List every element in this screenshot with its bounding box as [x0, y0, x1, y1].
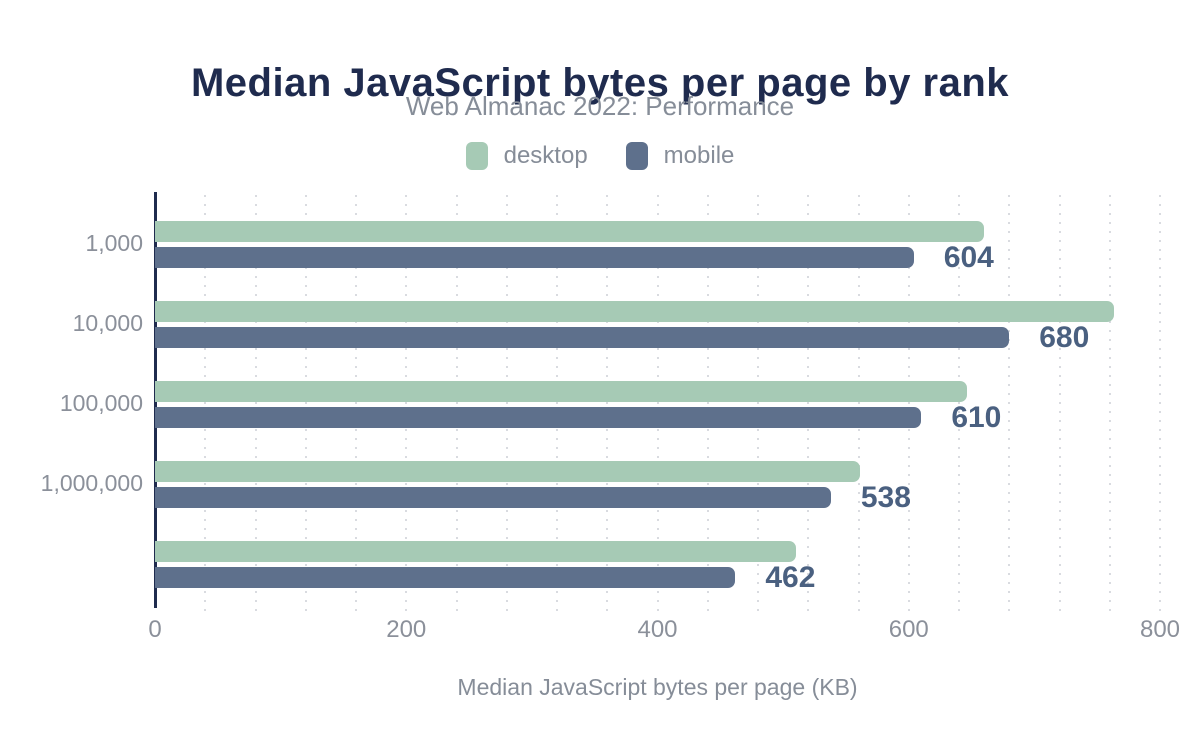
- bar-group: 538: [155, 459, 1160, 514]
- plot-area: 604 680 610 538 462 0 200 400 600 800: [148, 192, 1180, 643]
- gridline: [1108, 195, 1111, 612]
- bar-group: 462: [155, 539, 1160, 594]
- category-label: 100,000: [59, 390, 143, 416]
- gridline: [1159, 195, 1161, 612]
- value-label: 462: [765, 561, 816, 594]
- gridline: [304, 195, 307, 612]
- mobile-legend-swatch: [625, 142, 648, 170]
- legend-label-mobile: mobile: [663, 142, 735, 169]
- bar-group: 680: [155, 299, 1160, 354]
- legend-item-desktop: desktop: [465, 142, 588, 170]
- desktop-bar: [155, 221, 985, 242]
- mobile-bar: [155, 487, 831, 508]
- gridline: [405, 195, 408, 612]
- gridline: [907, 195, 910, 612]
- gridline: [757, 195, 759, 612]
- gridline: [958, 195, 960, 612]
- legend-item-mobile: mobile: [625, 142, 735, 170]
- chart-title: Median JavaScript bytes per page by rank: [190, 60, 1010, 105]
- gridline: [254, 195, 257, 612]
- desktop-bar: [155, 461, 860, 482]
- gridline: [455, 195, 458, 612]
- gridline: [606, 195, 609, 612]
- category-label: 10,000: [72, 310, 143, 336]
- mobile-bar: [155, 407, 922, 428]
- mobile-bar: [155, 567, 736, 588]
- value-label: 604: [943, 241, 994, 274]
- gridline: [556, 195, 558, 612]
- category-label: 1,000: [85, 230, 143, 256]
- legend-label-desktop: desktop: [503, 142, 588, 169]
- gridline: [204, 195, 207, 612]
- mobile-bar: [155, 247, 914, 268]
- desktop-bar: [155, 541, 796, 562]
- value-label: 680: [1039, 321, 1090, 354]
- x-tick-label: 400: [637, 616, 678, 643]
- x-axis-title: Median JavaScript bytes per page (KB): [457, 674, 858, 700]
- bar-group: 604: [155, 219, 1160, 274]
- x-tick-label: 600: [888, 616, 929, 643]
- gridline: [355, 195, 357, 612]
- category-label: 1,000,000: [40, 470, 143, 496]
- value-label: 610: [951, 401, 1002, 434]
- gridline: [857, 195, 860, 612]
- x-tick-label: 0: [148, 616, 162, 643]
- gridline: [656, 195, 659, 612]
- gridline: [1058, 195, 1061, 612]
- x-tick-label: 200: [386, 616, 427, 643]
- chart-subtitle: Web Almanac 2022: Performance: [405, 91, 795, 121]
- desktop-bar: [155, 301, 1114, 322]
- value-label: 538: [860, 481, 911, 514]
- x-tick-label: 800: [1139, 616, 1181, 643]
- mobile-bar: [155, 327, 1010, 348]
- desktop-bar: [155, 381, 967, 402]
- legend: desktop mobile: [0, 141, 1200, 171]
- gridline: [1008, 195, 1011, 612]
- gridline: [706, 195, 709, 612]
- gridline: [505, 195, 508, 612]
- desktop-legend-swatch: [465, 142, 488, 170]
- gridline: [807, 195, 810, 612]
- bar-group: 610: [155, 379, 1160, 434]
